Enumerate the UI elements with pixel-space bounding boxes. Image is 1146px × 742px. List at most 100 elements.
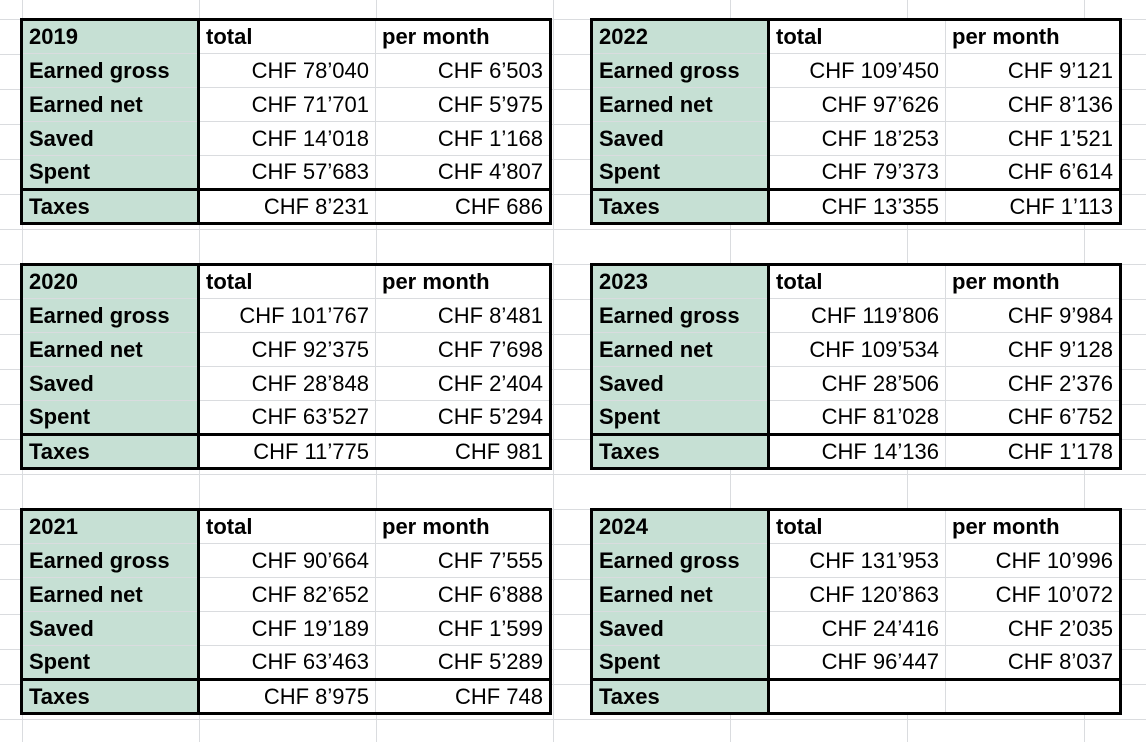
column-header-total[interactable]: total — [768, 19, 946, 54]
row-label-cell[interactable]: Saved — [21, 121, 200, 156]
year-cell[interactable]: 2023 — [591, 264, 770, 299]
per-month-cell[interactable]: CHF 6’503 — [375, 53, 551, 88]
total-cell[interactable]: CHF 81’028 — [768, 400, 946, 435]
per-month-cell[interactable]: CHF 7’555 — [375, 543, 551, 578]
year-cell[interactable]: 2019 — [21, 19, 200, 54]
row-label-cell[interactable]: Saved — [591, 366, 770, 401]
row-label-cell[interactable]: Spent — [591, 400, 770, 435]
total-cell[interactable]: CHF 19’189 — [198, 611, 376, 646]
total-cell[interactable]: CHF 131’953 — [768, 543, 946, 578]
total-cell[interactable]: CHF 63’463 — [198, 645, 376, 680]
total-cell[interactable]: CHF 119’806 — [768, 298, 946, 333]
per-month-cell[interactable]: CHF 2’404 — [375, 366, 551, 401]
per-month-cell[interactable]: CHF 1’113 — [945, 188, 1121, 224]
column-header-per-month[interactable]: per month — [945, 509, 1121, 544]
row-label-cell[interactable]: Spent — [21, 400, 200, 435]
total-cell[interactable]: CHF 13’355 — [768, 188, 946, 224]
total-cell[interactable]: CHF 101’767 — [198, 298, 376, 333]
column-header-per-month[interactable]: per month — [945, 264, 1121, 299]
row-label-cell[interactable]: Spent — [21, 155, 200, 190]
per-month-cell[interactable]: CHF 2’376 — [945, 366, 1121, 401]
per-month-cell[interactable]: CHF 1’178 — [945, 433, 1121, 469]
row-label-cell[interactable]: Earned net — [591, 87, 770, 122]
year-cell[interactable]: 2021 — [21, 509, 200, 544]
total-cell[interactable]: CHF 96’447 — [768, 645, 946, 680]
total-cell[interactable]: CHF 11’775 — [198, 433, 376, 469]
total-cell[interactable]: CHF 97’626 — [768, 87, 946, 122]
row-label-cell[interactable]: Earned gross — [591, 543, 770, 578]
total-cell[interactable]: CHF 14’018 — [198, 121, 376, 156]
row-label-cell[interactable]: Taxes — [591, 188, 770, 224]
row-label-cell[interactable]: Saved — [591, 611, 770, 646]
row-label-cell[interactable]: Earned gross — [21, 298, 200, 333]
per-month-cell[interactable]: CHF 8’136 — [945, 87, 1121, 122]
row-label-cell[interactable]: Saved — [21, 366, 200, 401]
column-header-per-month[interactable]: per month — [945, 19, 1121, 54]
total-cell[interactable]: CHF 28’506 — [768, 366, 946, 401]
total-cell[interactable]: CHF 109’534 — [768, 332, 946, 367]
per-month-cell[interactable]: CHF 5’289 — [375, 645, 551, 680]
row-label-cell[interactable]: Taxes — [21, 678, 200, 714]
year-cell[interactable]: 2022 — [591, 19, 770, 54]
column-header-per-month[interactable]: per month — [375, 509, 551, 544]
row-label-cell[interactable]: Earned net — [591, 332, 770, 367]
row-label-cell[interactable]: Earned gross — [591, 53, 770, 88]
per-month-cell[interactable]: CHF 10’996 — [945, 543, 1121, 578]
row-label-cell[interactable]: Spent — [21, 645, 200, 680]
per-month-cell[interactable] — [945, 678, 1121, 714]
per-month-cell[interactable]: CHF 7’698 — [375, 332, 551, 367]
row-label-cell[interactable]: Earned net — [591, 577, 770, 612]
total-cell[interactable]: CHF 28’848 — [198, 366, 376, 401]
year-cell[interactable]: 2020 — [21, 264, 200, 299]
column-header-total[interactable]: total — [768, 509, 946, 544]
row-label-cell[interactable]: Spent — [591, 155, 770, 190]
per-month-cell[interactable]: CHF 5’294 — [375, 400, 551, 435]
total-cell[interactable]: CHF 24’416 — [768, 611, 946, 646]
total-cell[interactable]: CHF 79’373 — [768, 155, 946, 190]
row-label-cell[interactable]: Earned net — [21, 332, 200, 367]
total-cell[interactable]: CHF 14’136 — [768, 433, 946, 469]
row-label-cell[interactable]: Spent — [591, 645, 770, 680]
row-label-cell[interactable]: Taxes — [591, 678, 770, 714]
per-month-cell[interactable]: CHF 10’072 — [945, 577, 1121, 612]
row-label-cell[interactable]: Earned net — [21, 87, 200, 122]
row-label-cell[interactable]: Saved — [21, 611, 200, 646]
row-label-cell[interactable]: Saved — [591, 121, 770, 156]
per-month-cell[interactable]: CHF 6’888 — [375, 577, 551, 612]
column-header-total[interactable]: total — [198, 509, 376, 544]
row-label-cell[interactable]: Earned gross — [21, 53, 200, 88]
row-label-cell[interactable]: Earned gross — [591, 298, 770, 333]
per-month-cell[interactable]: CHF 9’128 — [945, 332, 1121, 367]
total-cell[interactable] — [768, 678, 946, 714]
per-month-cell[interactable]: CHF 981 — [375, 433, 551, 469]
total-cell[interactable]: CHF 120’863 — [768, 577, 946, 612]
column-header-per-month[interactable]: per month — [375, 264, 551, 299]
row-label-cell[interactable]: Taxes — [591, 433, 770, 469]
total-cell[interactable]: CHF 78’040 — [198, 53, 376, 88]
per-month-cell[interactable]: CHF 9’984 — [945, 298, 1121, 333]
total-cell[interactable]: CHF 8’975 — [198, 678, 376, 714]
column-header-per-month[interactable]: per month — [375, 19, 551, 54]
per-month-cell[interactable]: CHF 1’521 — [945, 121, 1121, 156]
total-cell[interactable]: CHF 18’253 — [768, 121, 946, 156]
per-month-cell[interactable]: CHF 6’752 — [945, 400, 1121, 435]
per-month-cell[interactable]: CHF 686 — [375, 188, 551, 224]
row-label-cell[interactable]: Taxes — [21, 433, 200, 469]
per-month-cell[interactable]: CHF 6’614 — [945, 155, 1121, 190]
row-label-cell[interactable]: Earned net — [21, 577, 200, 612]
row-label-cell[interactable]: Taxes — [21, 188, 200, 224]
total-cell[interactable]: CHF 57’683 — [198, 155, 376, 190]
row-label-cell[interactable]: Earned gross — [21, 543, 200, 578]
total-cell[interactable]: CHF 63’527 — [198, 400, 376, 435]
total-cell[interactable]: CHF 109’450 — [768, 53, 946, 88]
per-month-cell[interactable]: CHF 2’035 — [945, 611, 1121, 646]
per-month-cell[interactable]: CHF 1’168 — [375, 121, 551, 156]
total-cell[interactable]: CHF 82’652 — [198, 577, 376, 612]
column-header-total[interactable]: total — [768, 264, 946, 299]
total-cell[interactable]: CHF 92’375 — [198, 332, 376, 367]
per-month-cell[interactable]: CHF 4’807 — [375, 155, 551, 190]
total-cell[interactable]: CHF 90’664 — [198, 543, 376, 578]
per-month-cell[interactable]: CHF 748 — [375, 678, 551, 714]
total-cell[interactable]: CHF 8’231 — [198, 188, 376, 224]
column-header-total[interactable]: total — [198, 264, 376, 299]
